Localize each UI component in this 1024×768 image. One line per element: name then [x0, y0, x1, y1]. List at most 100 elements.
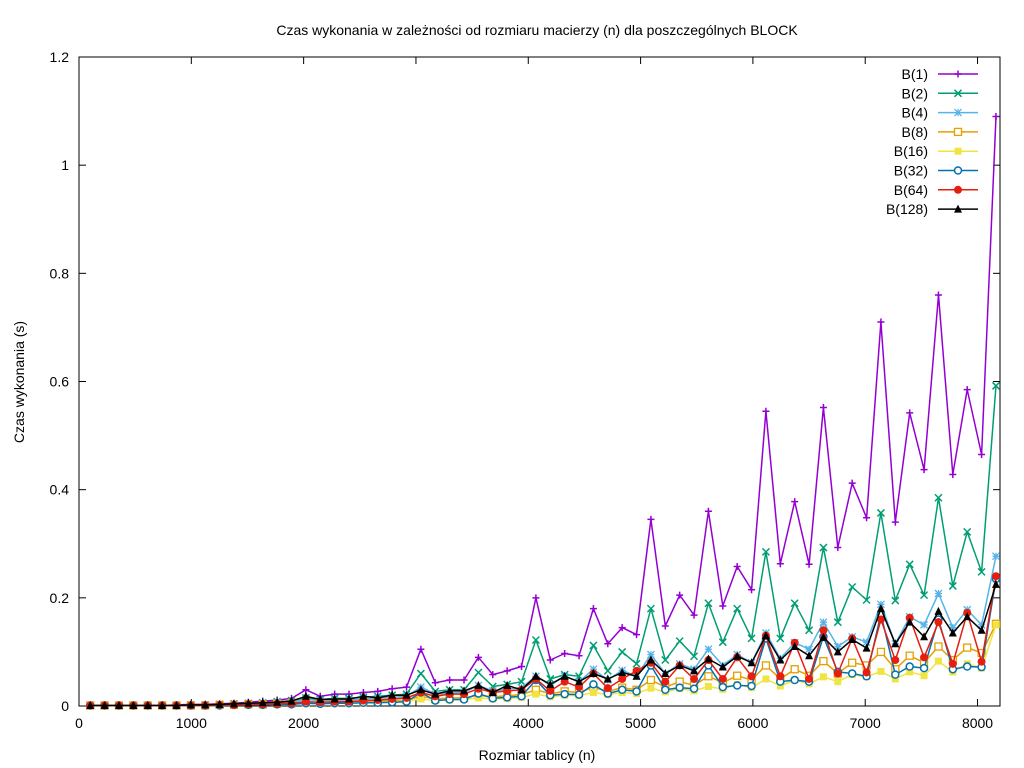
legend-marker-b128 [954, 204, 962, 213]
data-point-b1 [518, 663, 526, 671]
data-point-b32 [847, 669, 857, 678]
data-point-b2 [819, 543, 828, 552]
data-point-b64 [833, 669, 842, 678]
data-point-b2 [646, 604, 655, 613]
data-point-b128 [244, 698, 253, 707]
data-point-b128 [848, 634, 857, 643]
data-point-b8 [977, 648, 986, 658]
data-point-b4 [805, 645, 814, 654]
series-line-b16 [90, 624, 997, 707]
data-point-b128 [675, 660, 684, 669]
data-point-b128 [819, 632, 828, 641]
data-point-b2 [416, 669, 425, 678]
data-point-b4 [819, 618, 828, 627]
data-point-b128 [805, 651, 814, 660]
data-point-b128 [905, 617, 914, 626]
data-point-b16 [834, 678, 842, 686]
y-tick-label: 0.4 [50, 482, 70, 498]
data-point-b128 [474, 680, 483, 689]
legend-marker-b16 [954, 147, 962, 155]
data-point-b4 [920, 620, 929, 629]
data-point-b16 [906, 668, 914, 676]
data-point-b2 [991, 381, 1000, 390]
legend-marker-b8 [953, 127, 963, 137]
data-point-b64 [948, 659, 957, 668]
x-axis-label: Rozmiar tablicy (n) [479, 747, 596, 763]
data-point-b16 [647, 684, 655, 692]
data-point-b1 [489, 671, 497, 679]
x-tick-label: 4000 [513, 715, 544, 731]
data-point-b128 [646, 655, 655, 664]
legend-entry-b4: B(4) [902, 105, 978, 121]
legend-marker-b64 [954, 185, 962, 194]
data-point-b2 [977, 567, 986, 576]
data-point-b1 [934, 291, 942, 299]
series-line-b128 [90, 584, 997, 707]
data-point-b1 [920, 466, 928, 474]
data-point-b32 [574, 690, 584, 699]
data-point-b128 [891, 639, 900, 648]
data-point-b2 [603, 666, 612, 675]
x-tick-label: 3000 [400, 715, 431, 731]
data-point-b1 [877, 318, 885, 326]
y-tick-label: 0.8 [50, 265, 70, 281]
data-point-b1 [561, 650, 569, 658]
data-point-b16 [992, 621, 1000, 629]
data-point-b128 [862, 643, 871, 652]
x-tick-label: 5000 [625, 715, 656, 731]
data-point-b4 [934, 589, 943, 598]
data-point-b2 [934, 493, 943, 502]
data-point-b16 [934, 657, 942, 665]
data-point-b8 [733, 671, 742, 680]
legend-marker-b1 [954, 70, 962, 78]
legend-label-b4: B(4) [902, 105, 928, 121]
legend-entry-b32: B(32) [894, 163, 978, 179]
series-line-b1 [90, 116, 997, 707]
data-point-b2 [920, 591, 929, 600]
data-point-b64 [891, 656, 900, 665]
y-tick-label: 1.2 [50, 49, 70, 65]
data-point-b128 [172, 700, 181, 709]
data-point-b8 [704, 672, 713, 681]
data-point-b64 [934, 618, 943, 627]
data-point-b128 [575, 677, 584, 686]
data-point-b2 [761, 547, 770, 556]
data-point-b128 [186, 700, 195, 709]
data-point-b128 [704, 654, 713, 663]
data-point-b1 [532, 594, 540, 602]
data-point-b32 [589, 680, 598, 689]
legend: B(1) B(2) B(4) B(8) B(16) B(32) B(64) B(128) [886, 66, 978, 217]
data-point-b8 [819, 656, 828, 666]
data-point-b1 [848, 479, 856, 487]
series-b2 [86, 381, 1000, 710]
series-layer [85, 112, 1001, 710]
data-point-b64 [603, 684, 612, 693]
plot-axes: 0 1000 2000 3000 4000 5000 6000 7000 8000 0 0.2 0.4… [50, 49, 1001, 731]
data-point-b1 [949, 471, 957, 479]
data-point-b128 [488, 687, 497, 696]
data-point-b64 [805, 674, 814, 683]
data-point-b128 [632, 671, 641, 680]
legend-label-b64: B(64) [894, 182, 928, 198]
data-point-b128 [258, 698, 267, 707]
data-point-b1 [661, 622, 669, 630]
data-point-b8 [876, 647, 886, 657]
data-point-b1 [805, 560, 813, 568]
data-point-b128 [977, 625, 986, 634]
data-point-b32 [661, 685, 670, 695]
x-tick-label: 0 [75, 715, 83, 731]
legend-entry-b8: B(8) [902, 124, 978, 140]
data-point-b4 [991, 552, 1000, 561]
data-point-b128 [531, 671, 540, 680]
x-tick-label: 7000 [850, 715, 881, 731]
data-point-b128 [86, 700, 95, 709]
data-point-b64 [546, 686, 555, 695]
data-point-b128 [388, 690, 397, 699]
data-point-b32 [689, 684, 699, 693]
y-axis-label: Czas wykonania (s) [11, 321, 27, 443]
plot-frame [78, 56, 1001, 707]
data-point-b16 [417, 695, 425, 703]
data-point-b16 [776, 682, 784, 690]
data-point-b2 [690, 652, 699, 661]
data-point-b64 [632, 666, 641, 675]
